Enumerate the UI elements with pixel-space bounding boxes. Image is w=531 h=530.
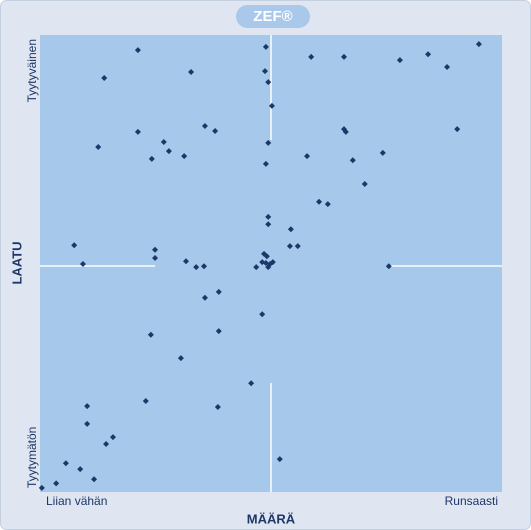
point <box>340 53 347 60</box>
point <box>214 403 221 410</box>
point <box>263 253 270 260</box>
point <box>262 260 269 267</box>
point <box>160 138 167 145</box>
point <box>396 57 403 64</box>
point <box>38 484 45 491</box>
point <box>268 102 275 109</box>
point <box>265 221 272 228</box>
point <box>148 155 155 162</box>
point <box>215 288 222 295</box>
point <box>53 480 60 487</box>
point <box>77 466 84 473</box>
point <box>177 355 184 362</box>
point <box>193 264 200 271</box>
point <box>342 128 349 135</box>
point <box>316 198 323 205</box>
point <box>261 250 268 257</box>
point <box>215 328 222 335</box>
x-axis-label: MÄÄRÄ <box>247 511 296 526</box>
point <box>101 74 108 81</box>
point <box>71 242 78 249</box>
point <box>444 63 451 70</box>
point <box>259 311 266 318</box>
point <box>261 68 268 75</box>
point <box>286 243 293 250</box>
point <box>109 434 116 441</box>
point <box>265 213 272 220</box>
point <box>165 148 172 155</box>
point <box>79 260 86 267</box>
point <box>248 380 255 387</box>
point <box>212 127 219 134</box>
point <box>308 53 315 60</box>
point <box>201 294 208 301</box>
point <box>425 51 432 58</box>
point <box>324 201 331 208</box>
point <box>262 43 269 50</box>
point <box>276 456 283 463</box>
point <box>84 403 91 410</box>
point <box>265 79 272 86</box>
logo-pill <box>236 5 310 28</box>
point <box>262 160 269 167</box>
logo: ZEF® <box>253 8 292 25</box>
point <box>379 149 386 156</box>
point <box>454 126 461 133</box>
point <box>349 157 356 164</box>
point <box>142 398 149 405</box>
point <box>294 243 301 250</box>
point <box>253 264 260 271</box>
point <box>95 143 102 150</box>
point <box>269 259 276 266</box>
y-axis-label: LAATU <box>9 241 24 284</box>
point <box>201 263 208 270</box>
y-tick-label: Tyytymätön <box>25 427 39 488</box>
point <box>62 460 69 467</box>
point <box>361 180 368 187</box>
point <box>188 69 195 76</box>
point <box>134 128 141 135</box>
point <box>475 41 482 48</box>
point <box>181 153 188 160</box>
point <box>103 441 110 448</box>
x-tick-label: Liian vähän <box>46 494 107 508</box>
point <box>265 139 272 146</box>
point <box>304 153 311 160</box>
point <box>147 331 154 338</box>
point <box>265 264 272 271</box>
point <box>182 258 189 265</box>
y-tick-label: Tyytyväinen <box>25 39 39 102</box>
point <box>201 122 208 129</box>
point <box>152 246 159 253</box>
quadrant-lines <box>40 35 502 492</box>
point <box>84 420 91 427</box>
x-tick-label: Runsaasti <box>445 494 498 508</box>
point <box>385 263 392 270</box>
point <box>152 255 159 262</box>
point <box>134 47 141 54</box>
point <box>287 226 294 233</box>
point <box>91 476 98 483</box>
